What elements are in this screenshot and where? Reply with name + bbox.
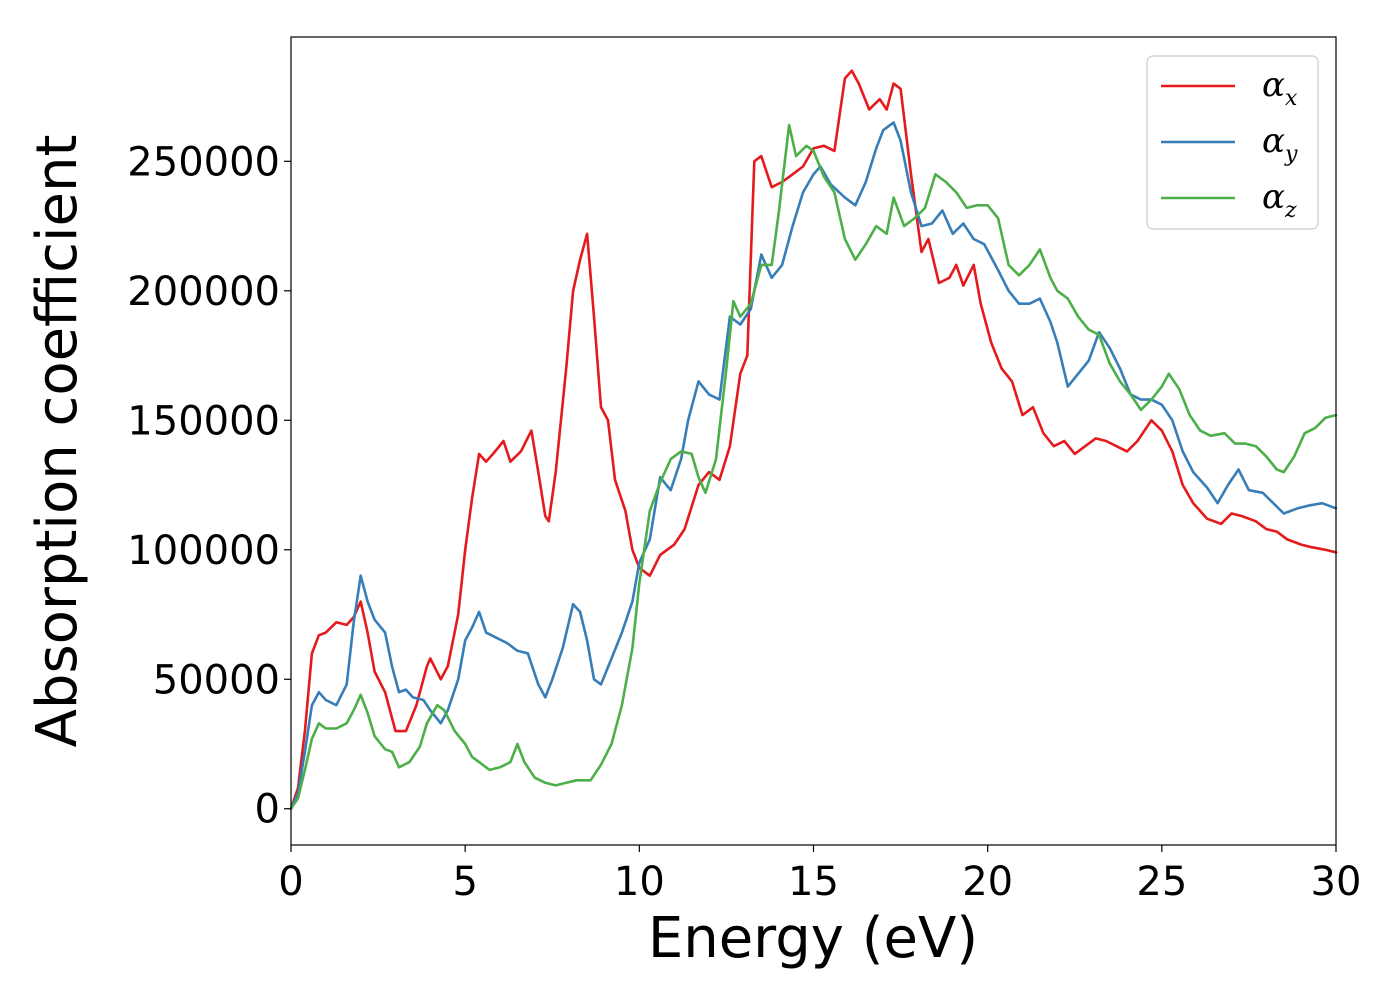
legend-subscript: y [1284,142,1298,167]
series-line-x [289,69,1338,810]
x-tick-label: 0 [278,859,303,905]
y-tick-label: 200000 [127,269,280,315]
legend-subscript: z [1284,198,1297,223]
legend-subscript: x [1285,86,1298,111]
x-tick-label: 5 [452,859,477,905]
y-axis-ticks: 0 50000 100000 150000 200000 250000 [127,139,291,833]
x-tick-label: 20 [962,859,1013,905]
y-tick-label: 250000 [127,139,280,185]
y-tick-label: 0 [255,787,280,833]
x-tick-label: 30 [1311,859,1362,905]
y-axis-label: Absorption coefficient [25,135,90,748]
x-tick-label: 15 [788,859,839,905]
x-axis-ticks: 0 5 10 15 20 25 30 [278,845,1361,905]
y-tick-label: 150000 [127,398,280,444]
x-tick-label: 25 [1136,859,1187,905]
x-tick-label: 10 [614,859,665,905]
y-tick-label: 100000 [127,528,280,574]
x-axis-label: Energy (eV) [648,906,978,971]
series-lines [289,69,1338,810]
series-line-z [289,123,1338,810]
y-tick-label: 50000 [153,657,280,703]
